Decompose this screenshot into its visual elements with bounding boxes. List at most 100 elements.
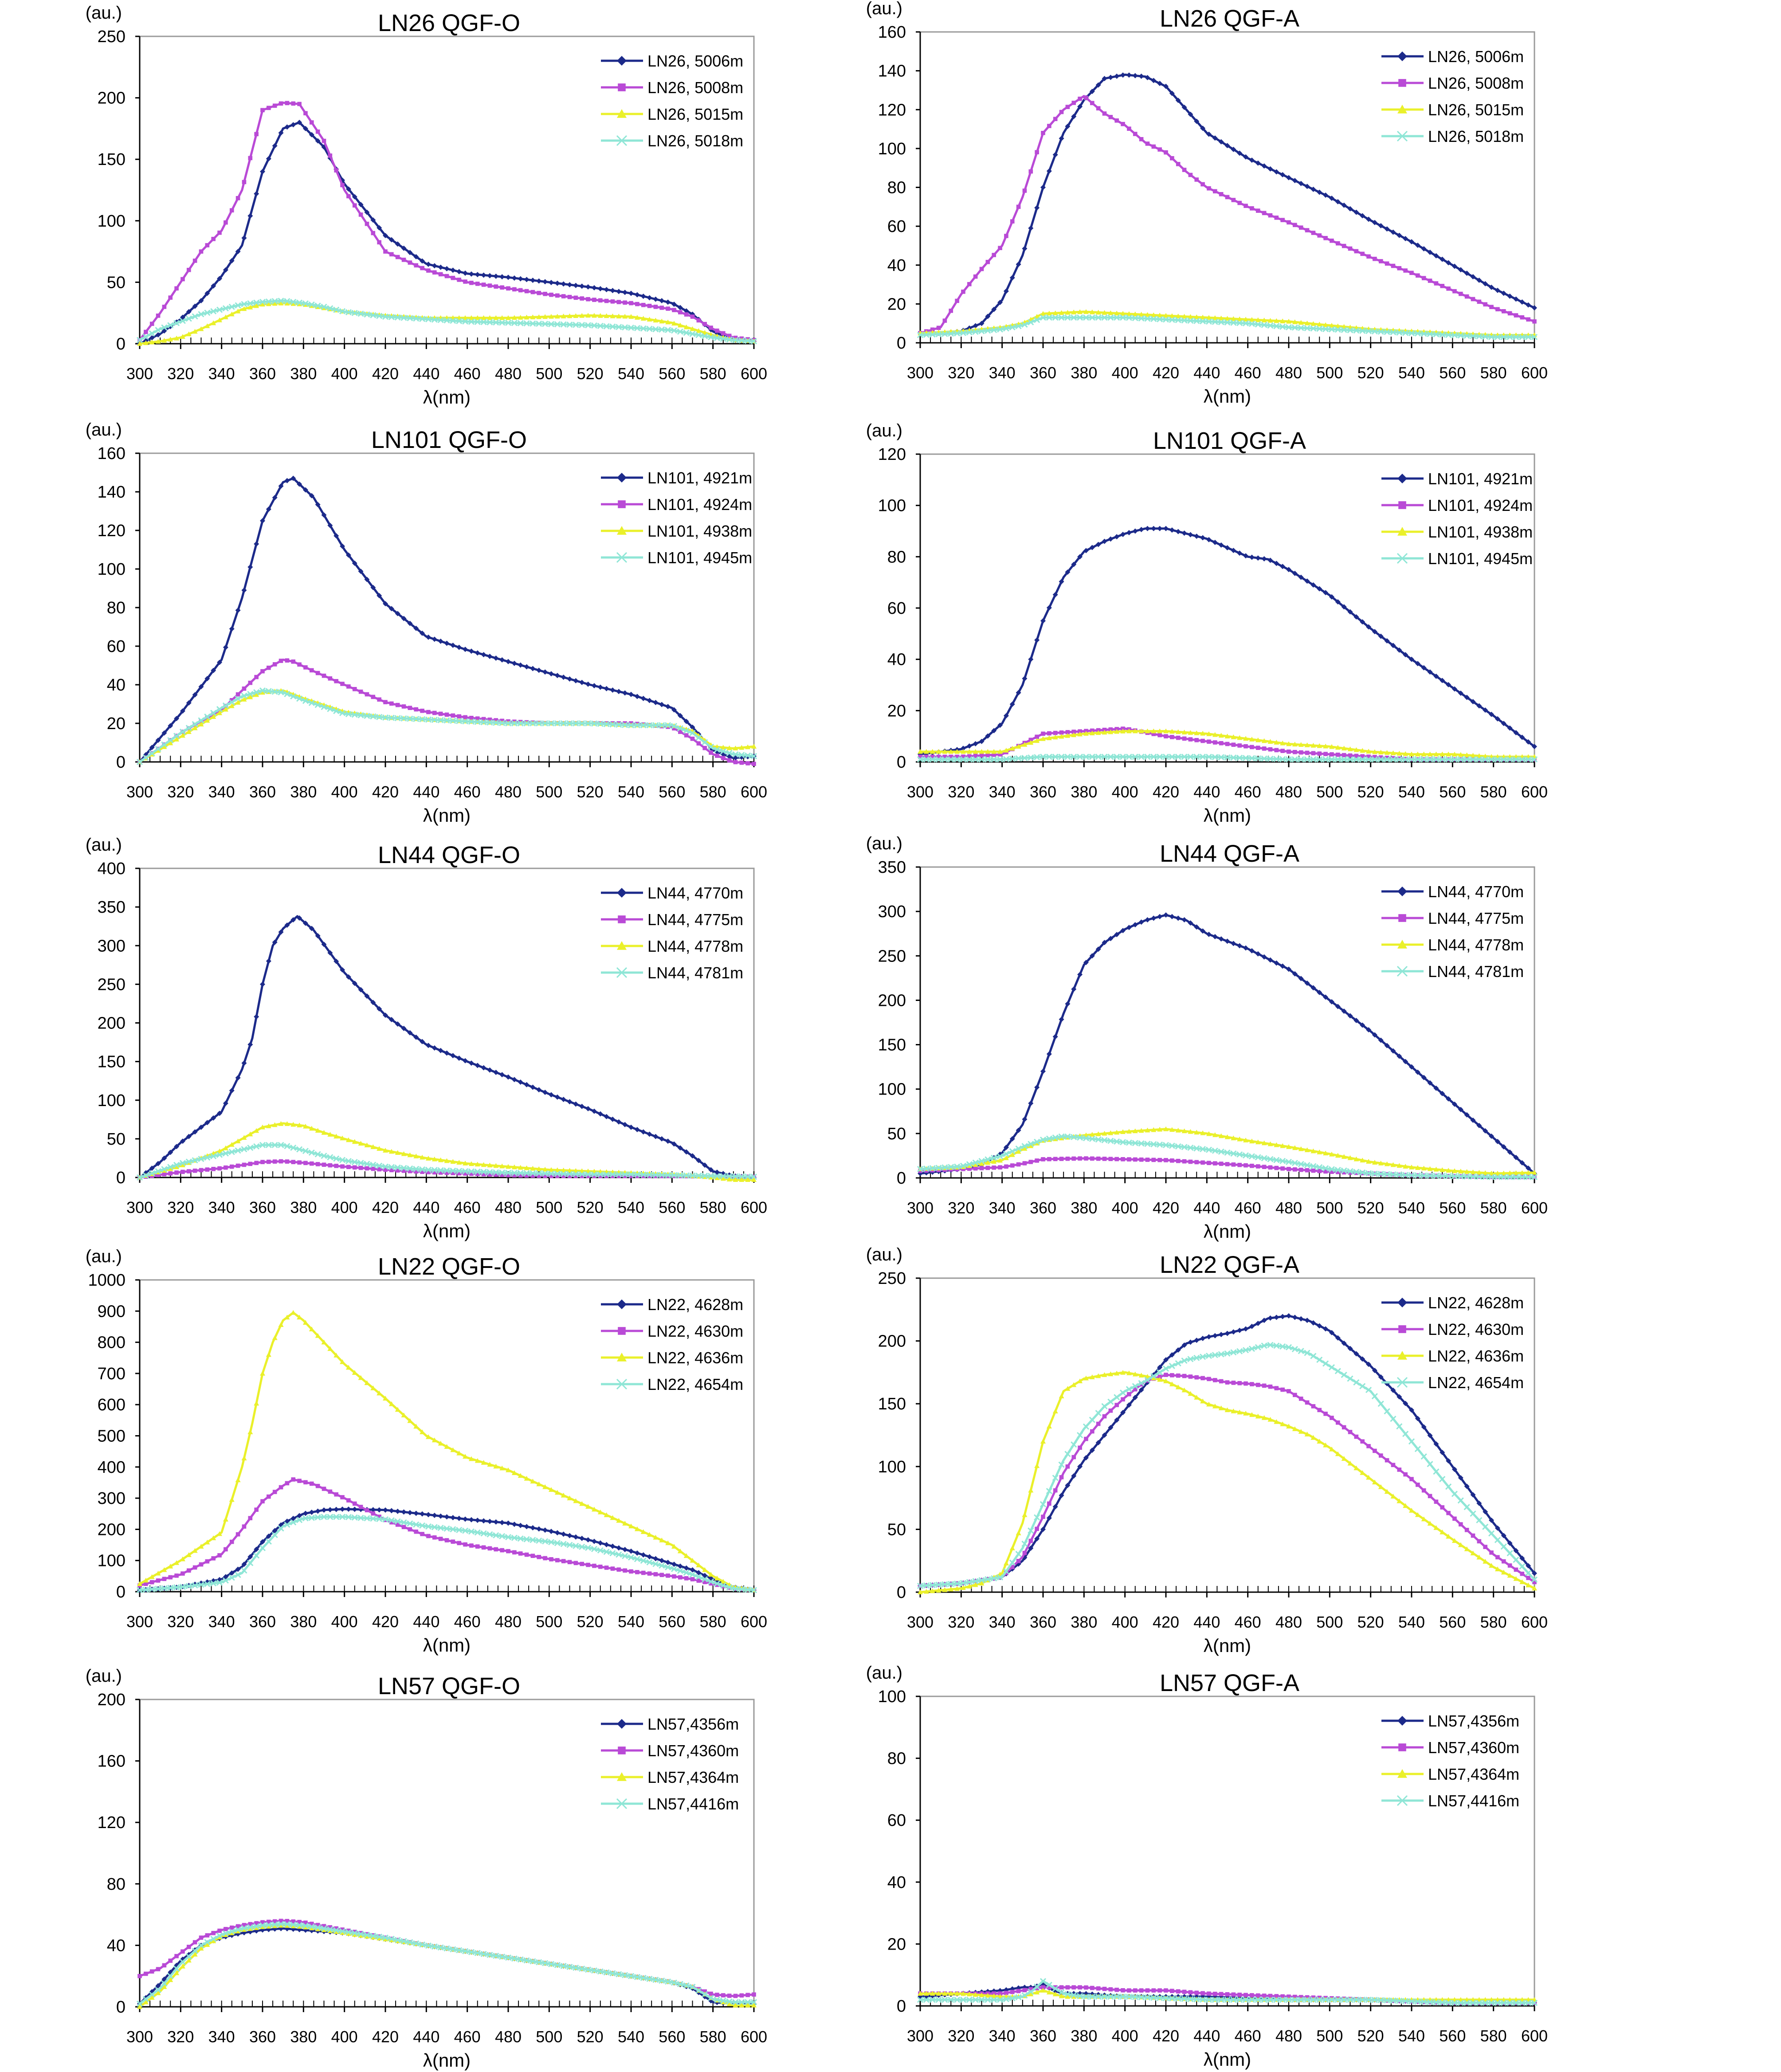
data-point (1322, 1165, 1329, 1172)
data-point (1035, 1158, 1039, 1163)
data-point (1384, 750, 1390, 755)
data-point (683, 1570, 690, 1576)
data-point (554, 314, 560, 319)
data-point (1421, 276, 1426, 280)
data-point (376, 1933, 383, 1940)
data-point (665, 704, 671, 710)
data-point (1194, 177, 1199, 182)
data-point (388, 1149, 394, 1154)
data-point (247, 1131, 253, 1137)
data-point (272, 1159, 277, 1164)
data-point (204, 290, 210, 296)
legend-label: LN26, 5018m (1428, 127, 1524, 145)
data-point (1360, 1356, 1365, 1362)
data-point (1157, 316, 1163, 322)
data-point (475, 650, 480, 656)
data-point (444, 1158, 450, 1163)
data-point (1249, 317, 1255, 322)
data-point (702, 322, 707, 326)
data-point (370, 713, 377, 720)
data-point (162, 305, 167, 309)
data-point (592, 1563, 596, 1568)
data-point (1003, 1560, 1009, 1566)
data-point (1415, 243, 1420, 248)
data-point (413, 1034, 419, 1040)
data-point (267, 1159, 271, 1164)
data-point (1206, 931, 1212, 937)
data-point (707, 1994, 714, 2001)
data-point (1046, 314, 1052, 321)
data-point (1022, 1550, 1027, 1555)
data-point (1433, 1085, 1439, 1091)
y-tick-label: 60 (887, 217, 906, 236)
data-point (1059, 730, 1064, 735)
data-point (1028, 319, 1034, 326)
data-point (998, 1165, 1002, 1169)
data-point (438, 1440, 443, 1446)
data-point (966, 1161, 973, 1168)
data-point (1065, 105, 1070, 109)
data-point (586, 1173, 590, 1178)
data-point (1470, 1169, 1476, 1174)
data-point (297, 1513, 302, 1519)
data-point (1304, 1318, 1310, 1323)
x-tick-label: 300 (126, 1613, 153, 1631)
data-point (1415, 1069, 1420, 1075)
data-point (1145, 917, 1150, 922)
data-point (616, 324, 622, 330)
data-point (1194, 924, 1200, 930)
data-point (376, 1162, 383, 1169)
data-point (543, 1556, 547, 1561)
data-point (1451, 686, 1457, 692)
data-point (1304, 1162, 1310, 1169)
data-point (321, 1153, 327, 1159)
data-point (142, 754, 149, 761)
data-point (174, 1954, 179, 1958)
x-tick-label: 400 (1112, 1613, 1138, 1631)
x-tick-label: 520 (1357, 364, 1384, 382)
data-point (217, 1928, 222, 1933)
data-point (671, 1979, 678, 1986)
data-point (1360, 619, 1365, 625)
data-point (474, 1950, 481, 1956)
x-tick-label: 460 (454, 2028, 481, 2046)
data-point (1028, 1143, 1034, 1148)
data-point (1028, 1538, 1033, 1543)
data-point (523, 1170, 530, 1177)
data-point (136, 337, 143, 343)
data-point (278, 483, 284, 489)
data-point (1347, 327, 1353, 334)
data-point (1273, 1342, 1280, 1349)
data-point (346, 1165, 351, 1169)
data-point (948, 330, 954, 337)
data-point (518, 276, 523, 282)
data-point (400, 314, 407, 321)
y-tick-label: 0 (897, 753, 906, 772)
data-point (1046, 1051, 1052, 1057)
data-point (1353, 327, 1360, 334)
data-point (340, 967, 345, 973)
legend-marker (617, 1353, 627, 1362)
data-point (254, 675, 259, 679)
data-point (487, 1519, 493, 1524)
data-point (702, 1580, 707, 1585)
data-point (1402, 1172, 1409, 1178)
data-point (308, 1515, 315, 1521)
data-point (1304, 1432, 1310, 1436)
legend-marker (1397, 965, 1408, 977)
data-point (303, 1480, 308, 1485)
data-point (561, 1559, 566, 1563)
data-point (677, 322, 683, 328)
data-point (1483, 1558, 1488, 1564)
data-point (1064, 1451, 1071, 1457)
data-point (211, 1931, 216, 1935)
data-point (272, 1335, 278, 1340)
data-point (469, 280, 474, 285)
data-point (204, 1581, 211, 1587)
y-tick-label: 500 (98, 1427, 126, 1446)
data-point (1102, 940, 1107, 946)
data-point (475, 1162, 480, 1167)
data-point (967, 754, 972, 759)
data-point (1089, 753, 1095, 760)
data-point (408, 260, 412, 265)
